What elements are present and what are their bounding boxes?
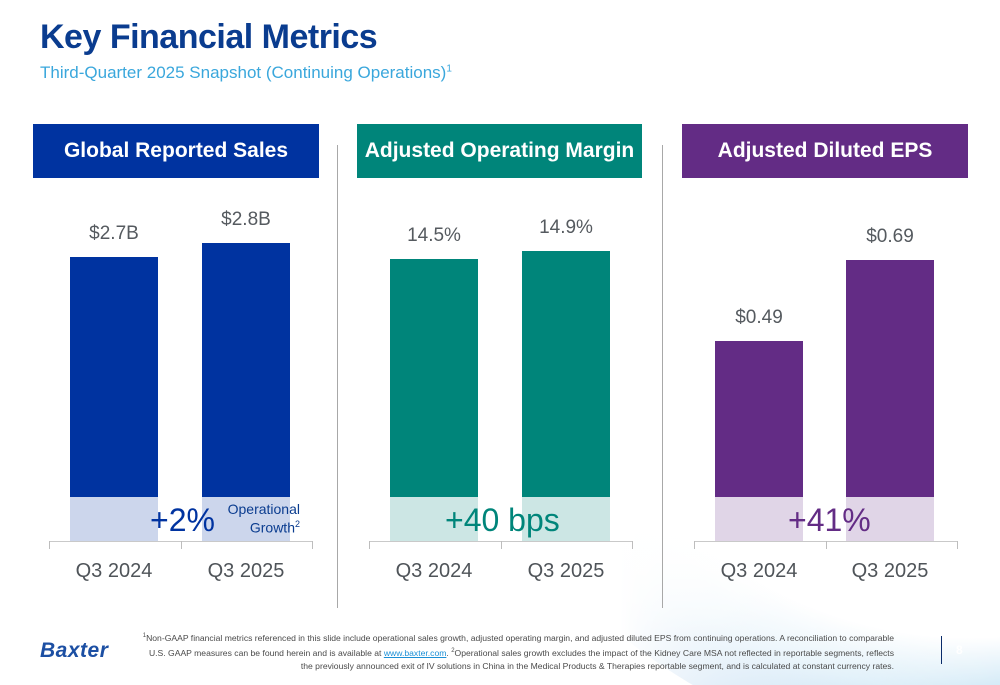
bar-q3-2025 [846, 260, 934, 497]
bar-q3-2024 [70, 257, 158, 497]
category-label: Q3 2024 [395, 560, 473, 582]
growth-label: +40 bps [445, 502, 560, 538]
category-label: Q3 2024 [75, 560, 153, 582]
growth-label: +41% [788, 502, 871, 538]
bar-base-band [846, 497, 934, 541]
axis-tick [312, 541, 313, 549]
bar-base-band [390, 497, 478, 541]
axis-tick [825, 541, 827, 549]
baxter-website-link[interactable]: www.baxter.com [383, 647, 447, 658]
bar-q3-2024 [390, 259, 478, 497]
page-number: 8 [956, 643, 963, 657]
footnote-marker: 1 [142, 633, 147, 639]
bar-q3-2024 [715, 341, 803, 497]
panel-header-sales: Global Reported Sales [33, 124, 319, 178]
value-label: $2.8B [221, 209, 271, 230]
bar-q3-2025 [522, 251, 610, 497]
panel-divider [662, 145, 663, 608]
bar-base-band [70, 497, 158, 541]
page-number-divider [941, 636, 942, 664]
panel-title: Adjusted Diluted EPS [717, 139, 933, 162]
value-label: $0.69 [866, 226, 914, 247]
bar-q3-2025 [202, 243, 290, 497]
value-label: $2.7B [89, 223, 139, 244]
axis-tick [49, 541, 50, 549]
value-label: 14.5% [407, 225, 461, 246]
axis-tick [369, 541, 370, 549]
page-title: Key Financial Metrics [40, 18, 378, 56]
category-label: Q3 2025 [851, 560, 929, 582]
panel-header-margin: Adjusted Operating Margin [357, 124, 642, 178]
category-label: Q3 2025 [527, 560, 605, 582]
footnote-text: Operational sales growth excludes the im… [300, 647, 894, 671]
category-label: Q3 2024 [720, 560, 798, 582]
category-label: Q3 2025 [207, 560, 285, 582]
subtitle-text: Third-Quarter 2025 Snapshot (Continuing … [40, 63, 447, 82]
footnote-marker: 2 [451, 647, 455, 654]
page-subtitle: Third-Quarter 2025 Snapshot (Continuing … [40, 63, 452, 83]
footnote-text: Non-GAAP financial metrics referenced in… [146, 632, 894, 658]
operational-growth-note: Operational Growth2 [227, 501, 300, 536]
footnote-text: . [446, 647, 452, 658]
axis-tick [180, 541, 182, 549]
value-label: $0.49 [735, 307, 783, 328]
footnote: 1Non-GAAP financial metrics referenced i… [140, 630, 894, 673]
growth-label: +2% [150, 502, 215, 538]
bar-base-band [202, 497, 290, 541]
bar-base-band [522, 497, 610, 541]
axis-tick [694, 541, 695, 549]
bar-base-band [715, 497, 803, 541]
subtitle-footnote-marker: 1 [446, 63, 452, 75]
panel-header-eps: Adjusted Diluted EPS [682, 124, 968, 178]
panel-title: Global Reported Sales [63, 139, 289, 162]
axis-tick [957, 541, 958, 549]
axis-tick [632, 541, 633, 549]
panel-title: Adjusted Operating Margin [364, 139, 635, 162]
axis-tick [500, 541, 502, 549]
baxter-logo: Baxter [40, 639, 109, 662]
value-label: 14.9% [539, 217, 593, 238]
panel-divider [337, 145, 338, 608]
